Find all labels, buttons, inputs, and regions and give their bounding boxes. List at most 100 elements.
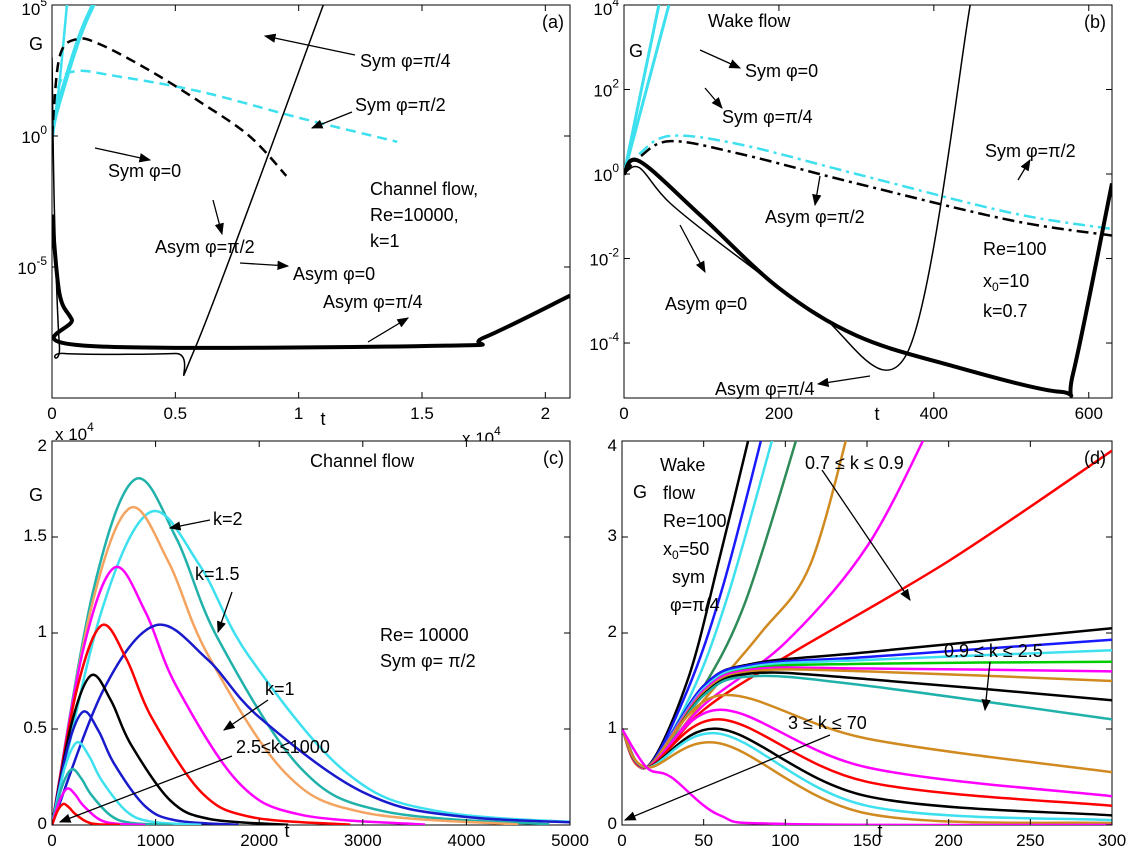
plot-frame [51,4,571,399]
x-axis-label: t [877,821,882,841]
arrow [699,49,742,69]
plot-frame [623,4,1113,399]
y-tick-label: 102 [593,77,619,101]
arrow [217,591,233,634]
y-axis-label: G [29,34,43,54]
arrow [94,147,152,163]
annotation: Re=100 [663,511,727,531]
annotation: k=0.7 [983,301,1028,321]
curve [52,673,289,825]
annotation: Asym φ=π/2 [155,237,255,257]
annotation: sym [672,567,705,587]
x-tick-label: 1000 [137,831,175,850]
annotation: k=1 [370,231,400,251]
y-tick-label: 0 [608,814,617,833]
x-tick-label: 2000 [240,831,278,850]
arrow [1017,158,1031,181]
annotation: Re=10000, [370,205,459,225]
x-tick-label: 150 [853,831,881,850]
x-tick-label: 0 [47,831,56,850]
annotation: Asym φ=0 [293,264,375,284]
annotation: Sym φ=π/4 [360,51,451,71]
curve [52,509,570,825]
y-tick-label: 3 [608,526,617,545]
annotation: x0=50 [663,539,709,562]
x-axis-label: t [320,409,325,429]
annotation: Re=100 [983,239,1047,259]
annotation: k=1.5 [195,564,240,584]
x-tick-label: 400 [920,404,948,423]
arrow [239,260,290,271]
curve [52,740,202,825]
annotation: 3 ≤ k ≤ 70 [788,713,867,733]
arrow [310,111,353,129]
x-tick-label: 3000 [344,831,382,850]
curve [624,139,1112,237]
annotation: x0=10 [983,271,1029,294]
arrow [623,734,831,821]
annotation: Asym φ=0 [665,294,747,314]
y-tick-label: 105 [21,0,47,19]
curve [52,69,398,144]
panel: 0 0.5 1 1.5 2 10-5 100 105 (a) t Gx 104 Sym φ=π/4 Sy… [17,0,571,448]
x-tick-label: 300 [1098,831,1126,850]
x-tick-label: 200 [765,404,793,423]
x-tick-label: 100 [771,831,799,850]
y-axis-label: G [629,41,643,61]
arrow [704,87,723,109]
annotation: Sym φ=0 [108,161,181,181]
y-tick-label: 1 [608,718,617,737]
x-tick-label: 0 [617,831,626,850]
y-tick-label: 100 [21,123,47,147]
curve [52,477,550,825]
curve [624,134,1112,231]
x-tick-label: 2 [541,404,550,423]
arrow [263,33,356,56]
curve [52,787,146,825]
curve [52,623,351,825]
panel-label: (c) [543,448,564,468]
x-tick-label: 0 [47,404,56,423]
x-tick-label: 5000 [551,831,589,850]
curve [624,157,1112,398]
curve [52,802,121,825]
curve [52,5,325,376]
y-tick-label: 100 [593,161,619,185]
arrow [58,755,233,823]
annotation: Channel flow [310,451,415,471]
y-tick-label: 2 [38,436,47,455]
panel-label: (d) [1084,448,1106,468]
annotation: Asym φ=π/2 [765,207,865,227]
arrow [816,375,871,388]
annotation: 0.9 ≤ k ≤ 2.5 [944,641,1043,661]
arrow [981,661,991,712]
plot-frame [51,440,571,826]
arrow [223,699,269,731]
y-tick-label: 10-2 [589,246,619,270]
curve [52,565,426,825]
annotation: Re= 10000 [380,625,469,645]
x-tick-label: 0.5 [164,404,188,423]
annotation: Channel flow, [370,179,478,199]
y-tick-label: 104 [593,0,619,19]
x-tick-label: 1 [294,404,303,423]
y-tick-label: 0 [38,814,47,833]
curve [52,214,570,350]
x-axis-label: t [284,821,289,841]
arrow [212,199,224,236]
annotation: Wake flow [708,11,791,31]
arrow [679,224,706,274]
annotation: Wake [660,455,705,475]
annotation: Sym φ=π/4 [722,107,813,127]
y-tick-label: 10-4 [589,330,619,354]
x-tick-label: 200 [934,831,962,850]
annotation: Asym φ=π/4 [715,379,815,399]
panel: 0 50 100 150 200 250 300 0 1 2 3 4 (d) t G Wake flow Re=1… [608,436,1127,850]
annotation: Asym φ=π/4 [323,292,423,312]
y-scale-label: x 104 [55,420,94,444]
x-tick-label: 4000 [447,831,485,850]
annotation: flow [663,483,696,503]
arrow [812,175,822,207]
curve [52,710,239,825]
curve [52,505,519,825]
